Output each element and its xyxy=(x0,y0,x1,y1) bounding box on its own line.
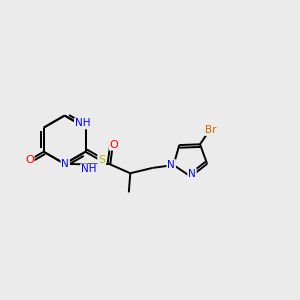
Text: N: N xyxy=(188,169,196,179)
Text: N: N xyxy=(167,160,175,170)
Text: N: N xyxy=(61,159,69,169)
Text: Br: Br xyxy=(206,125,217,135)
Text: S: S xyxy=(98,155,105,165)
Text: O: O xyxy=(25,155,34,165)
Text: O: O xyxy=(110,140,118,150)
Text: NH: NH xyxy=(75,118,90,128)
Text: NH: NH xyxy=(81,164,97,174)
